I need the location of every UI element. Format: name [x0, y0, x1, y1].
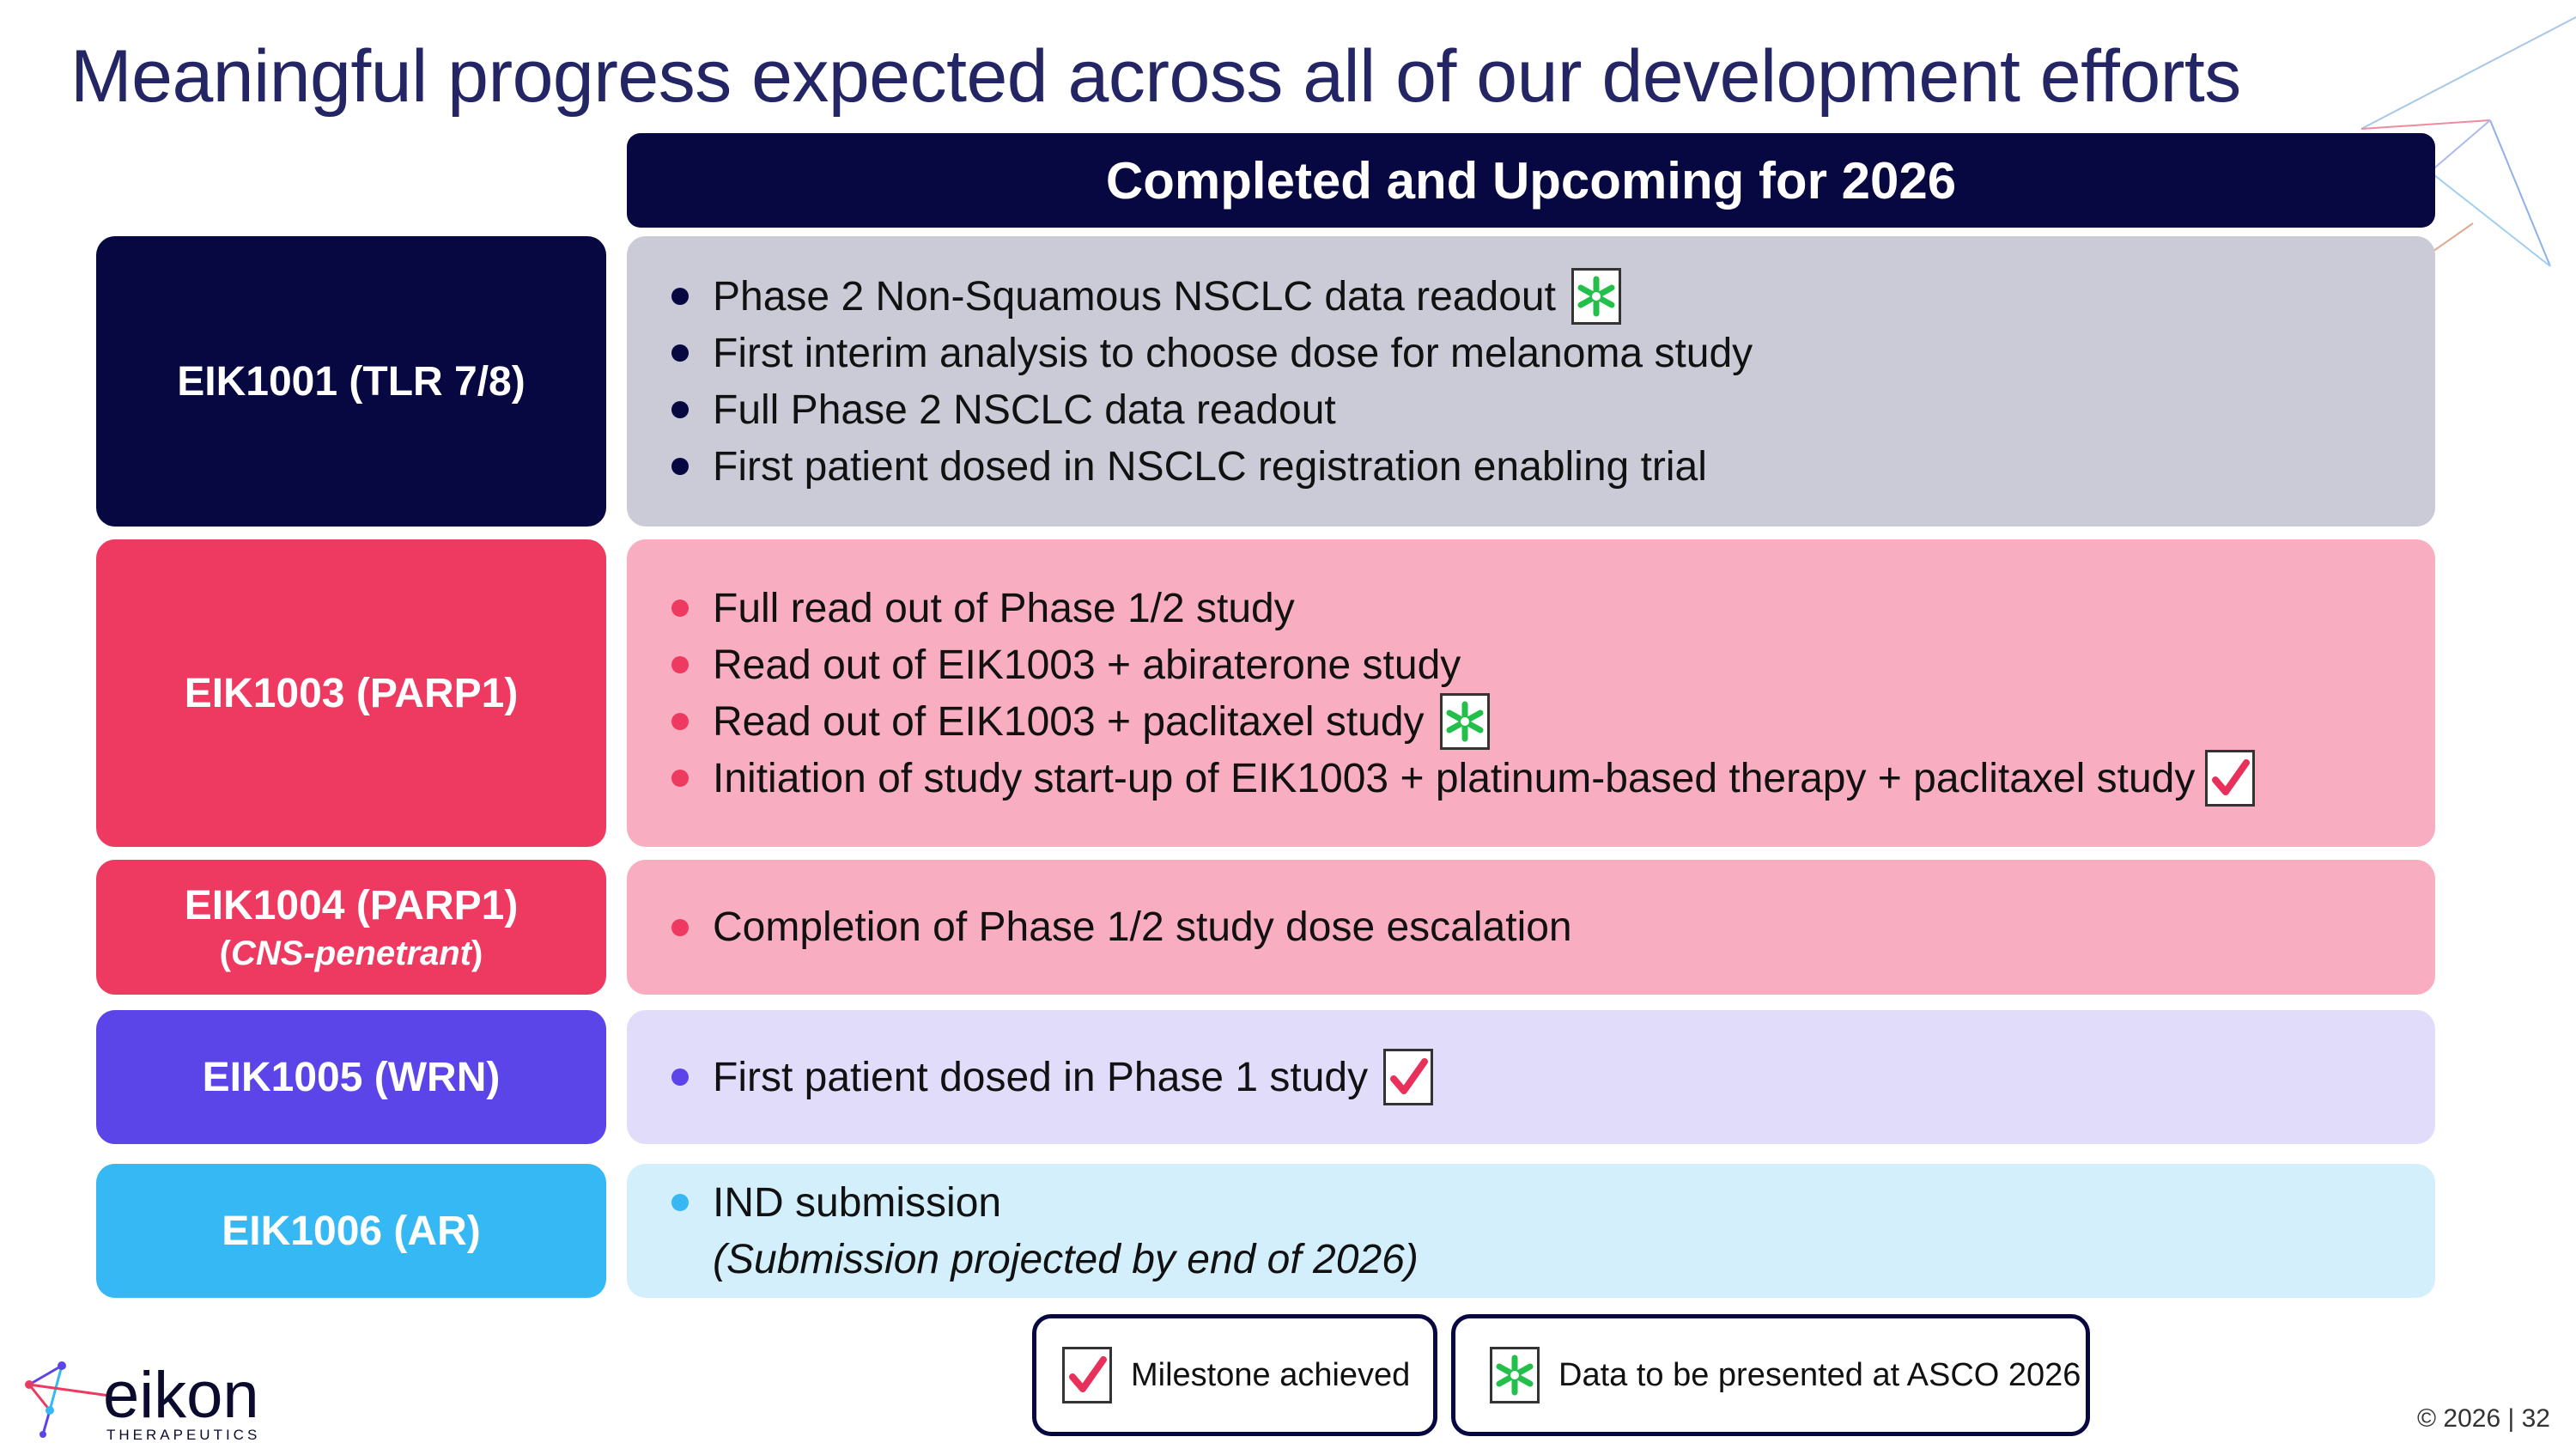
bullet-icon — [671, 713, 689, 730]
program-milestones-eik1004: Completion of Phase 1/2 study dose escal… — [627, 860, 2435, 995]
page-footer: © 2026 | 32 — [2417, 1404, 2550, 1434]
program-sublabel: (CNS-penetrant) — [219, 934, 483, 972]
list-item-note: (Submission projected by end of 2026) — [713, 1236, 1419, 1282]
logo-mark-icon — [25, 1361, 111, 1438]
program-label-eik1005: EIK1005 (WRN) — [96, 1010, 606, 1144]
slide-title: Meaningful progress expected across all … — [70, 35, 2241, 118]
checkmark-icon — [2205, 750, 2256, 807]
asco-star-icon — [1571, 268, 1621, 325]
bullet-icon — [671, 1068, 689, 1086]
bullet-icon — [671, 344, 689, 362]
copyright: © 2026 — [2416, 1404, 2501, 1433]
checkmark-icon — [1383, 1049, 1434, 1105]
bullet-icon — [671, 656, 689, 673]
program-milestones-eik1001: Phase 2 Non-Squamous NSCLC data readout … — [627, 236, 2435, 527]
program-label-eik1001: EIK1001 (TLR 7/8) — [96, 236, 606, 527]
asco-star-icon — [1490, 1347, 1540, 1403]
logo-wordmark: eikon — [103, 1359, 259, 1432]
legend-label: Data to be presented at ASCO 2026 — [1558, 1356, 2081, 1393]
program-label-eik1004: EIK1004 (PARP1) (CNS-penetrant) — [96, 860, 606, 995]
section-header: Completed and Upcoming for 2026 — [627, 133, 2435, 228]
list-item: Read out of EIK1003 + abiraterone study — [671, 636, 2435, 693]
bullet-icon — [671, 600, 689, 617]
list-item: Completion of Phase 1/2 study dose escal… — [671, 899, 2435, 956]
asco-star-icon — [1439, 693, 1490, 750]
program-label-text: EIK1001 (TLR 7/8) — [177, 358, 526, 405]
program-label-eik1003: EIK1003 (PARP1) — [96, 539, 606, 847]
list-item: First patient dosed in NSCLC registratio… — [671, 438, 2435, 495]
list-item: Read out of EIK1003 + paclitaxel study — [671, 693, 2435, 750]
bullet-icon — [671, 401, 689, 418]
legend-milestone: Milestone achieved — [1032, 1314, 1437, 1436]
program-label-text: EIK1006 (AR) — [222, 1208, 481, 1254]
bullet-icon — [671, 288, 689, 305]
list-item: First patient dosed in Phase 1 study — [671, 1049, 2435, 1105]
list-item: Full Phase 2 NSCLC data readout — [671, 381, 2435, 438]
list-item: Phase 2 Non-Squamous NSCLC data readout — [671, 268, 2435, 325]
bullet-icon — [671, 918, 689, 936]
bullet-icon — [671, 458, 689, 475]
page-number: 32 — [2521, 1404, 2550, 1433]
program-label-eik1006: EIK1006 (AR) — [96, 1164, 606, 1298]
program-label-text: EIK1003 (PARP1) — [184, 670, 519, 716]
list-item: Full read out of Phase 1/2 study — [671, 580, 2435, 636]
checkmark-icon — [1062, 1347, 1112, 1403]
logo-tagline: THERAPEUTICS — [106, 1427, 260, 1443]
program-label-text: EIK1004 (PARP1) — [184, 882, 519, 928]
legend-label: Milestone achieved — [1131, 1356, 1411, 1393]
list-item: Initiation of study start-up of EIK1003 … — [671, 750, 2435, 807]
footer-separator: | — [2507, 1404, 2515, 1433]
program-milestones-eik1006: IND submission (Submission projected by … — [627, 1164, 2435, 1298]
program-milestones-eik1005: First patient dosed in Phase 1 study — [627, 1010, 2435, 1144]
list-item: IND submission — [671, 1174, 2435, 1231]
eikon-logo: eikon THERAPEUTICS — [25, 1359, 260, 1443]
list-item: First interim analysis to choose dose fo… — [671, 325, 2435, 381]
bullet-icon — [671, 770, 689, 787]
program-milestones-eik1003: Full read out of Phase 1/2 study Read ou… — [627, 539, 2435, 847]
bullet-icon — [671, 1194, 689, 1211]
legend-asco: Data to be presented at ASCO 2026 — [1451, 1314, 2090, 1436]
program-label-text: EIK1005 (WRN) — [202, 1054, 501, 1100]
